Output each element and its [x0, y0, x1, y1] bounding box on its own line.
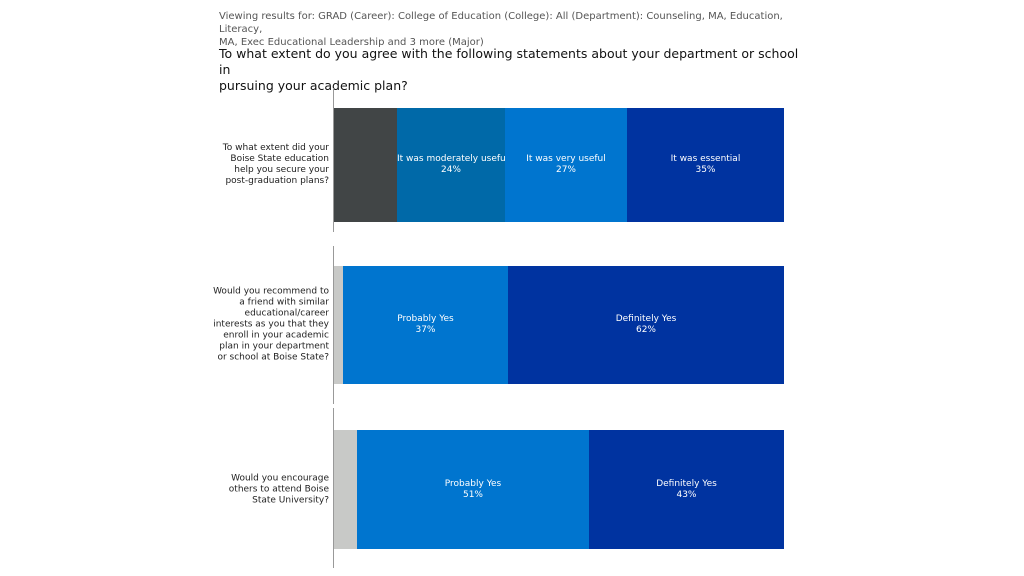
bar-segment[interactable]: It was essential 35%	[627, 108, 784, 222]
bar-segment[interactable]	[334, 430, 357, 549]
question-line-1: To what extent do you agree with the fol…	[219, 46, 799, 77]
bar-row: It was moderately useful 24% It was very u…	[334, 108, 784, 222]
segment-label: Definitely Yes 62%	[508, 314, 784, 336]
row-label-line: enroll in your academic	[223, 330, 329, 341]
bar-segment[interactable]: Probably Yes 37%	[343, 266, 508, 384]
category-axis-line	[333, 88, 334, 232]
bar-segment[interactable]: Probably Yes 51%	[357, 430, 589, 549]
filter-description: Viewing results for: GRAD (Career): Coll…	[219, 10, 819, 49]
bar-segment[interactable]: Definitely Yes 62%	[508, 266, 784, 384]
row-label-line: To what extent did your	[222, 143, 329, 153]
segment-label: It was essential 35%	[627, 154, 784, 176]
category-axis-line	[333, 246, 334, 404]
bar-segment[interactable]: Definitely Yes 43%	[589, 430, 784, 549]
segment-value: 24%	[440, 165, 461, 175]
segment-label: Definitely Yes 43%	[589, 479, 784, 501]
segment-name: Probably Yes	[444, 478, 502, 489]
segment-label: Probably Yes 51%	[357, 479, 589, 501]
segment-value: 27%	[555, 165, 576, 175]
row-label-line: help you secure your	[234, 165, 329, 175]
bar-row: Probably Yes 51% Definitely Yes 43%	[334, 430, 784, 549]
question-line-2: pursuing your academic plan?	[219, 78, 408, 93]
row-label: Would you recommend to a friend with simi…	[209, 287, 329, 364]
segment-name: It was essential	[670, 154, 741, 164]
segment-name: It was very useful	[526, 154, 606, 164]
segment-value: 37%	[415, 325, 436, 335]
row-label-line: interests as you that they	[213, 319, 329, 330]
row-label-line: plan in your department	[219, 341, 329, 352]
row-label-line: educational/career	[244, 308, 329, 319]
segment-label: Probably Yes 37%	[343, 314, 508, 336]
row-label-line: State University?	[252, 495, 329, 505]
row-label-line: Would you recommend to	[213, 286, 329, 297]
row-label-line: post-graduation plans?	[225, 176, 329, 186]
row-label: Would you encourage others to attend Bois…	[209, 473, 329, 506]
filter-line-2: MA, Exec Educational Leadership and 3 mo…	[219, 37, 484, 48]
bar-row: Probably Yes 37% Definitely Yes 62%	[334, 266, 784, 384]
bar-segment[interactable]: It was moderately useful 24%	[397, 108, 509, 222]
segment-label: It was very useful 27%	[505, 154, 627, 176]
segment-value: 62%	[635, 325, 656, 335]
segment-name: Definitely Yes	[656, 478, 717, 489]
row-label-line: a friend with similar	[239, 297, 329, 308]
segment-value: 51%	[462, 489, 483, 500]
segment-value: 43%	[676, 489, 697, 500]
segment-label: It was moderately useful 24%	[397, 154, 509, 176]
segment-name: Definitely Yes	[615, 314, 677, 324]
segment-value: 35%	[695, 165, 716, 175]
segment-name: Probably Yes	[397, 314, 454, 324]
category-axis-line	[333, 408, 334, 568]
row-label: To what extent did your Boise State educa…	[209, 143, 329, 187]
filter-line-1: Viewing results for: GRAD (Career): Coll…	[219, 11, 783, 35]
bar-segment[interactable]: It was very useful 27%	[505, 108, 627, 222]
question-title: To what extent do you agree with the fol…	[219, 46, 799, 94]
row-label-line: or school at Boise State?	[217, 352, 329, 363]
bar-segment[interactable]	[334, 108, 397, 222]
segment-name: It was moderately useful	[397, 154, 509, 164]
row-label-line: others to attend Boise	[228, 484, 329, 494]
row-label-line: Would you encourage	[231, 473, 329, 483]
row-label-line: Boise State education	[230, 154, 329, 164]
bar-segment[interactable]	[334, 266, 343, 384]
